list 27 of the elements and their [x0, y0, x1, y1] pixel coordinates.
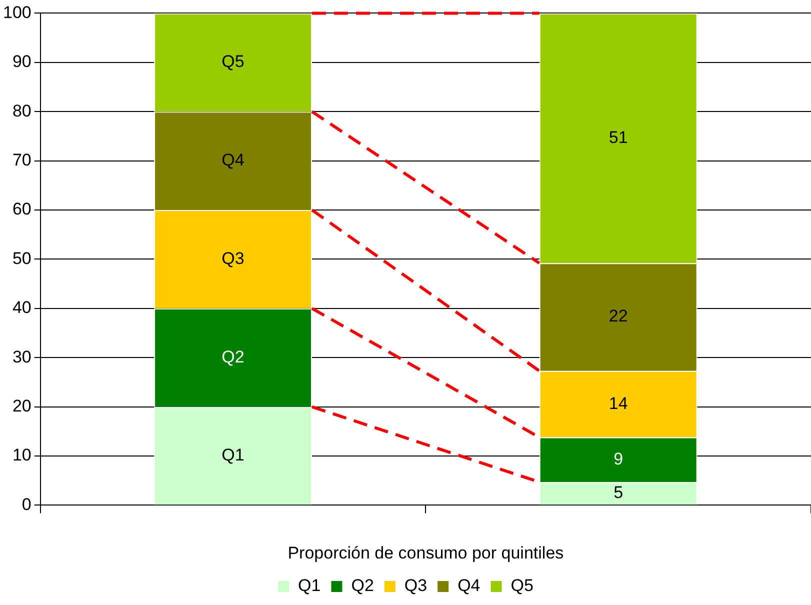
x-axis-title: Proporción de consumo por quintiles: [288, 543, 564, 562]
y-tick-label: 0: [22, 494, 32, 514]
y-tick-label: 20: [12, 396, 32, 416]
y-tick-label: 80: [12, 101, 32, 120]
data-label: 51: [608, 128, 628, 147]
data-label: Q5: [222, 52, 244, 72]
y-tick-label: 100: [2, 2, 32, 22]
legend-label: Q4: [458, 576, 480, 596]
data-label: 9: [614, 449, 624, 468]
data-label: Q1: [222, 445, 244, 464]
y-tick-label: 50: [12, 248, 32, 268]
y-tick-label: 90: [12, 52, 32, 72]
data-label: Q2: [222, 347, 244, 366]
y-tick-label: 10: [12, 446, 32, 465]
legend-label: Q3: [404, 576, 428, 596]
y-tick-label: 40: [12, 298, 32, 318]
y-tick-label: 70: [12, 150, 32, 170]
legend-label: Q5: [510, 576, 534, 596]
data-label: Q3: [222, 248, 244, 268]
data-label: Q4: [222, 150, 244, 170]
data-label: 5: [614, 483, 624, 502]
legend-label: Q2: [351, 576, 374, 596]
legend-label: Q1: [298, 576, 321, 596]
data-label: 22: [608, 306, 628, 326]
y-tick-label: 60: [12, 200, 32, 219]
data-label: 14: [608, 394, 628, 413]
y-tick-label: 30: [12, 347, 32, 366]
